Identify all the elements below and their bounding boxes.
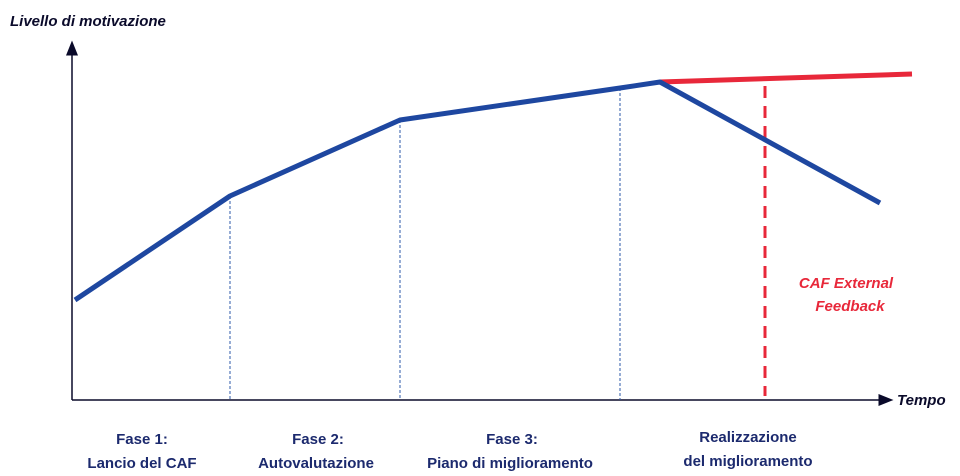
annotation: CAF External: [799, 275, 894, 292]
motivation-curve: [73, 79, 882, 303]
phase-label: Fase 2:: [292, 431, 344, 448]
y-axis-label: Livello di motivazione: [10, 13, 166, 30]
phase-label: Realizzazione: [699, 429, 797, 446]
phase-label: Lancio del CAF: [87, 455, 196, 472]
feedback-curve: [659, 71, 913, 85]
phase-label: Piano di miglioramento: [427, 455, 593, 472]
phase-label: Fase 3:: [486, 431, 538, 448]
phase-label: Autovalutazione: [258, 455, 374, 472]
annotation: Feedback: [815, 298, 885, 315]
phase-label: del miglioramento: [683, 453, 812, 470]
phase-label: Fase 1:: [116, 431, 168, 448]
x-axis-label: Tempo: [897, 392, 946, 409]
